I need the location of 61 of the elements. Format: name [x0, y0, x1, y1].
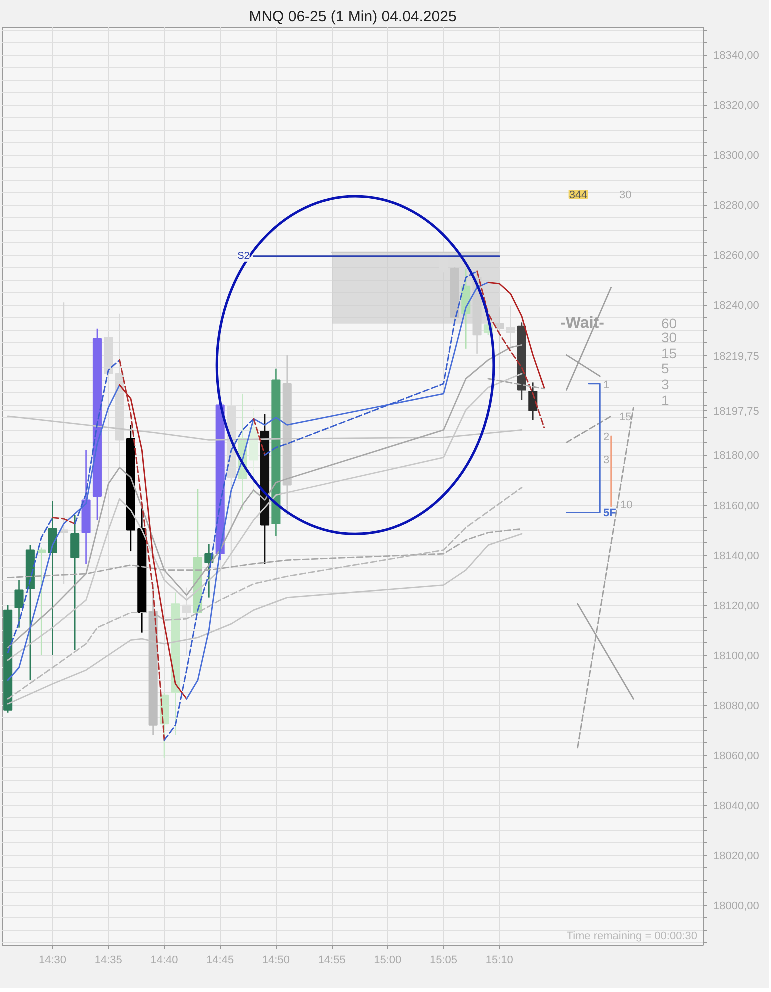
candlestick — [70, 514, 80, 651]
annotation: 5F — [604, 508, 617, 520]
line-series — [264, 270, 478, 456]
y-tick-label: 18000,00 — [714, 900, 760, 912]
x-tick-label: 15:00 — [374, 954, 402, 966]
series-label: S2 — [238, 250, 250, 262]
line-series — [7, 384, 120, 682]
x-tick-label: 14:55 — [318, 954, 346, 966]
annotation: 1 — [662, 392, 670, 408]
y-tick-label: 18197,75 — [714, 406, 760, 418]
annotation: 1 — [604, 380, 610, 392]
y-tick-label: 18120,00 — [714, 600, 760, 612]
annotation: 15 — [620, 412, 632, 424]
annotation: 5 — [662, 360, 670, 376]
candlestick — [506, 304, 516, 351]
y-tick-label: 18040,00 — [714, 800, 760, 812]
annotation: 60 — [662, 316, 678, 332]
x-tick-label: 14:30 — [39, 954, 67, 966]
candlestick — [37, 547, 46, 656]
chart-title: MNQ 06-25 (1 Min) 04.04.2025 — [249, 8, 457, 26]
annotation: 15 — [662, 346, 678, 362]
y-tick-label: 18219,75 — [714, 350, 760, 363]
line-series — [488, 282, 546, 388]
line-series — [119, 359, 166, 742]
x-tick-label: 14:45 — [206, 954, 234, 966]
y-tick-label: 18340,00 — [714, 50, 760, 62]
y-tick-label: 18320,00 — [714, 100, 760, 112]
annotation: 30 — [662, 330, 678, 346]
x-tick-label: 15:10 — [486, 954, 514, 966]
y-tick-label: 18240,00 — [714, 300, 760, 312]
x-tick-label: 14:50 — [262, 954, 290, 966]
annotation: 30 — [620, 190, 632, 202]
y-tick-label: 18080,00 — [714, 700, 760, 712]
y-tick-label: 18180,00 — [714, 450, 760, 462]
x-tick-label: 14:40 — [150, 954, 178, 966]
annotation: 3 — [604, 454, 610, 466]
candlestick — [48, 500, 58, 656]
candlestick — [14, 580, 24, 628]
x-tick-label: 14:35 — [94, 954, 122, 966]
candlestick — [439, 218, 448, 274]
x-tick-label: 15:05 — [430, 954, 458, 966]
annotation: 344 — [569, 190, 588, 202]
annotation: 2 — [604, 432, 610, 444]
annotation: 10 — [620, 500, 633, 512]
y-tick-label: 18280,00 — [714, 200, 760, 212]
y-tick-label: 18160,00 — [714, 500, 760, 512]
y-tick-label: 18020,00 — [714, 850, 760, 862]
line-series — [476, 270, 546, 428]
line-series — [7, 517, 54, 654]
line-series — [74, 359, 120, 525]
y-tick-label: 18060,00 — [714, 750, 760, 762]
y-tick-label: 18300,00 — [714, 150, 760, 162]
annotation: 3 — [662, 376, 670, 392]
annotation: Time remaining = 00:00:30 — [566, 930, 698, 942]
line-series — [164, 418, 255, 742]
line-series — [119, 384, 188, 700]
y-tick-label: 18140,00 — [714, 550, 760, 562]
candlestick — [182, 587, 192, 656]
line-series — [186, 282, 490, 700]
y-tick-label: 18260,00 — [714, 250, 760, 262]
y-tick-label: 18100,00 — [714, 650, 760, 662]
